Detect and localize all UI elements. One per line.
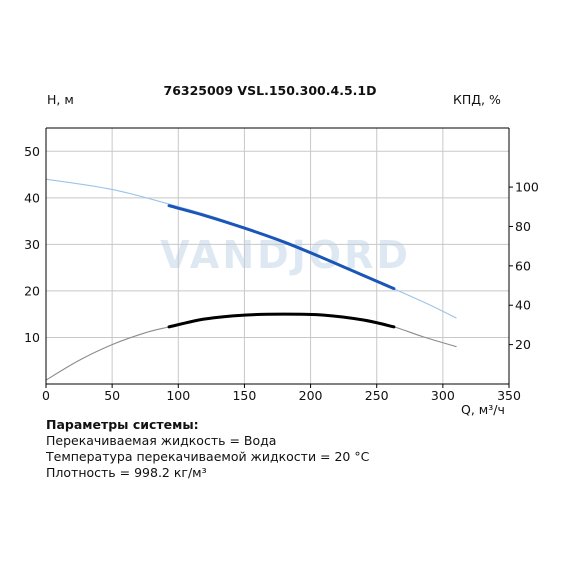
y-tick-label: 50 — [24, 144, 40, 159]
density-param: Плотность = 998.2 кг/м³ — [46, 465, 207, 480]
watermark: VANDJORD — [160, 233, 411, 277]
x-tick-label: 200 — [299, 388, 323, 403]
y2-tick-label: 60 — [515, 258, 531, 273]
x-tick-label: 50 — [104, 388, 120, 403]
y-tick-label: 20 — [24, 283, 40, 298]
series — [45, 178, 457, 381]
x-axis-label: Q, м³/ч — [461, 402, 505, 417]
grid — [46, 128, 509, 384]
y-axis-label: H, м — [47, 92, 74, 107]
efficiency-curve-3 — [167, 312, 396, 329]
x-tick-label: 300 — [431, 388, 455, 403]
fluid-param: Перекачиваемая жидкость = Вода — [46, 433, 277, 448]
x-tick-label: 0 — [42, 388, 50, 403]
watermark-text: VANDJORD — [160, 233, 411, 277]
pump-performance-chart: VANDJORD 0 50 100 150 200 250 300 350 10 20 30 40 50… — [24, 83, 539, 417]
y-tick-label: 40 — [24, 190, 40, 205]
x-tick-label: 150 — [232, 388, 256, 403]
x-tick-label: 250 — [365, 388, 389, 403]
system-parameters: Параметры системы: Перекачиваемая жидкос… — [46, 417, 369, 481]
y2-tick-label: 100 — [515, 180, 539, 195]
efficiency-curve-2 — [45, 313, 457, 381]
head-curve-1 — [167, 204, 396, 291]
x-tick-label: 100 — [166, 388, 190, 403]
system-parameters-title: Параметры системы: — [46, 417, 199, 432]
x-tick-label: 350 — [497, 388, 521, 403]
y-tick-label: 30 — [24, 237, 40, 252]
axes: 0 50 100 150 200 250 300 350 10 20 30 40 50 20 40 60 80 1… — [24, 127, 539, 403]
y-tick-label: 10 — [24, 330, 40, 345]
y2-tick-label: 80 — [515, 219, 531, 234]
y2-tick-label: 40 — [515, 298, 531, 313]
y2-axis-label: КПД, % — [453, 92, 501, 107]
y2-tick-label: 20 — [515, 337, 531, 352]
temperature-param: Температура перекачиваемой жидкости = 20… — [46, 449, 370, 464]
chart-title: 76325009 VSL.150.300.4.5.1D — [164, 83, 377, 98]
